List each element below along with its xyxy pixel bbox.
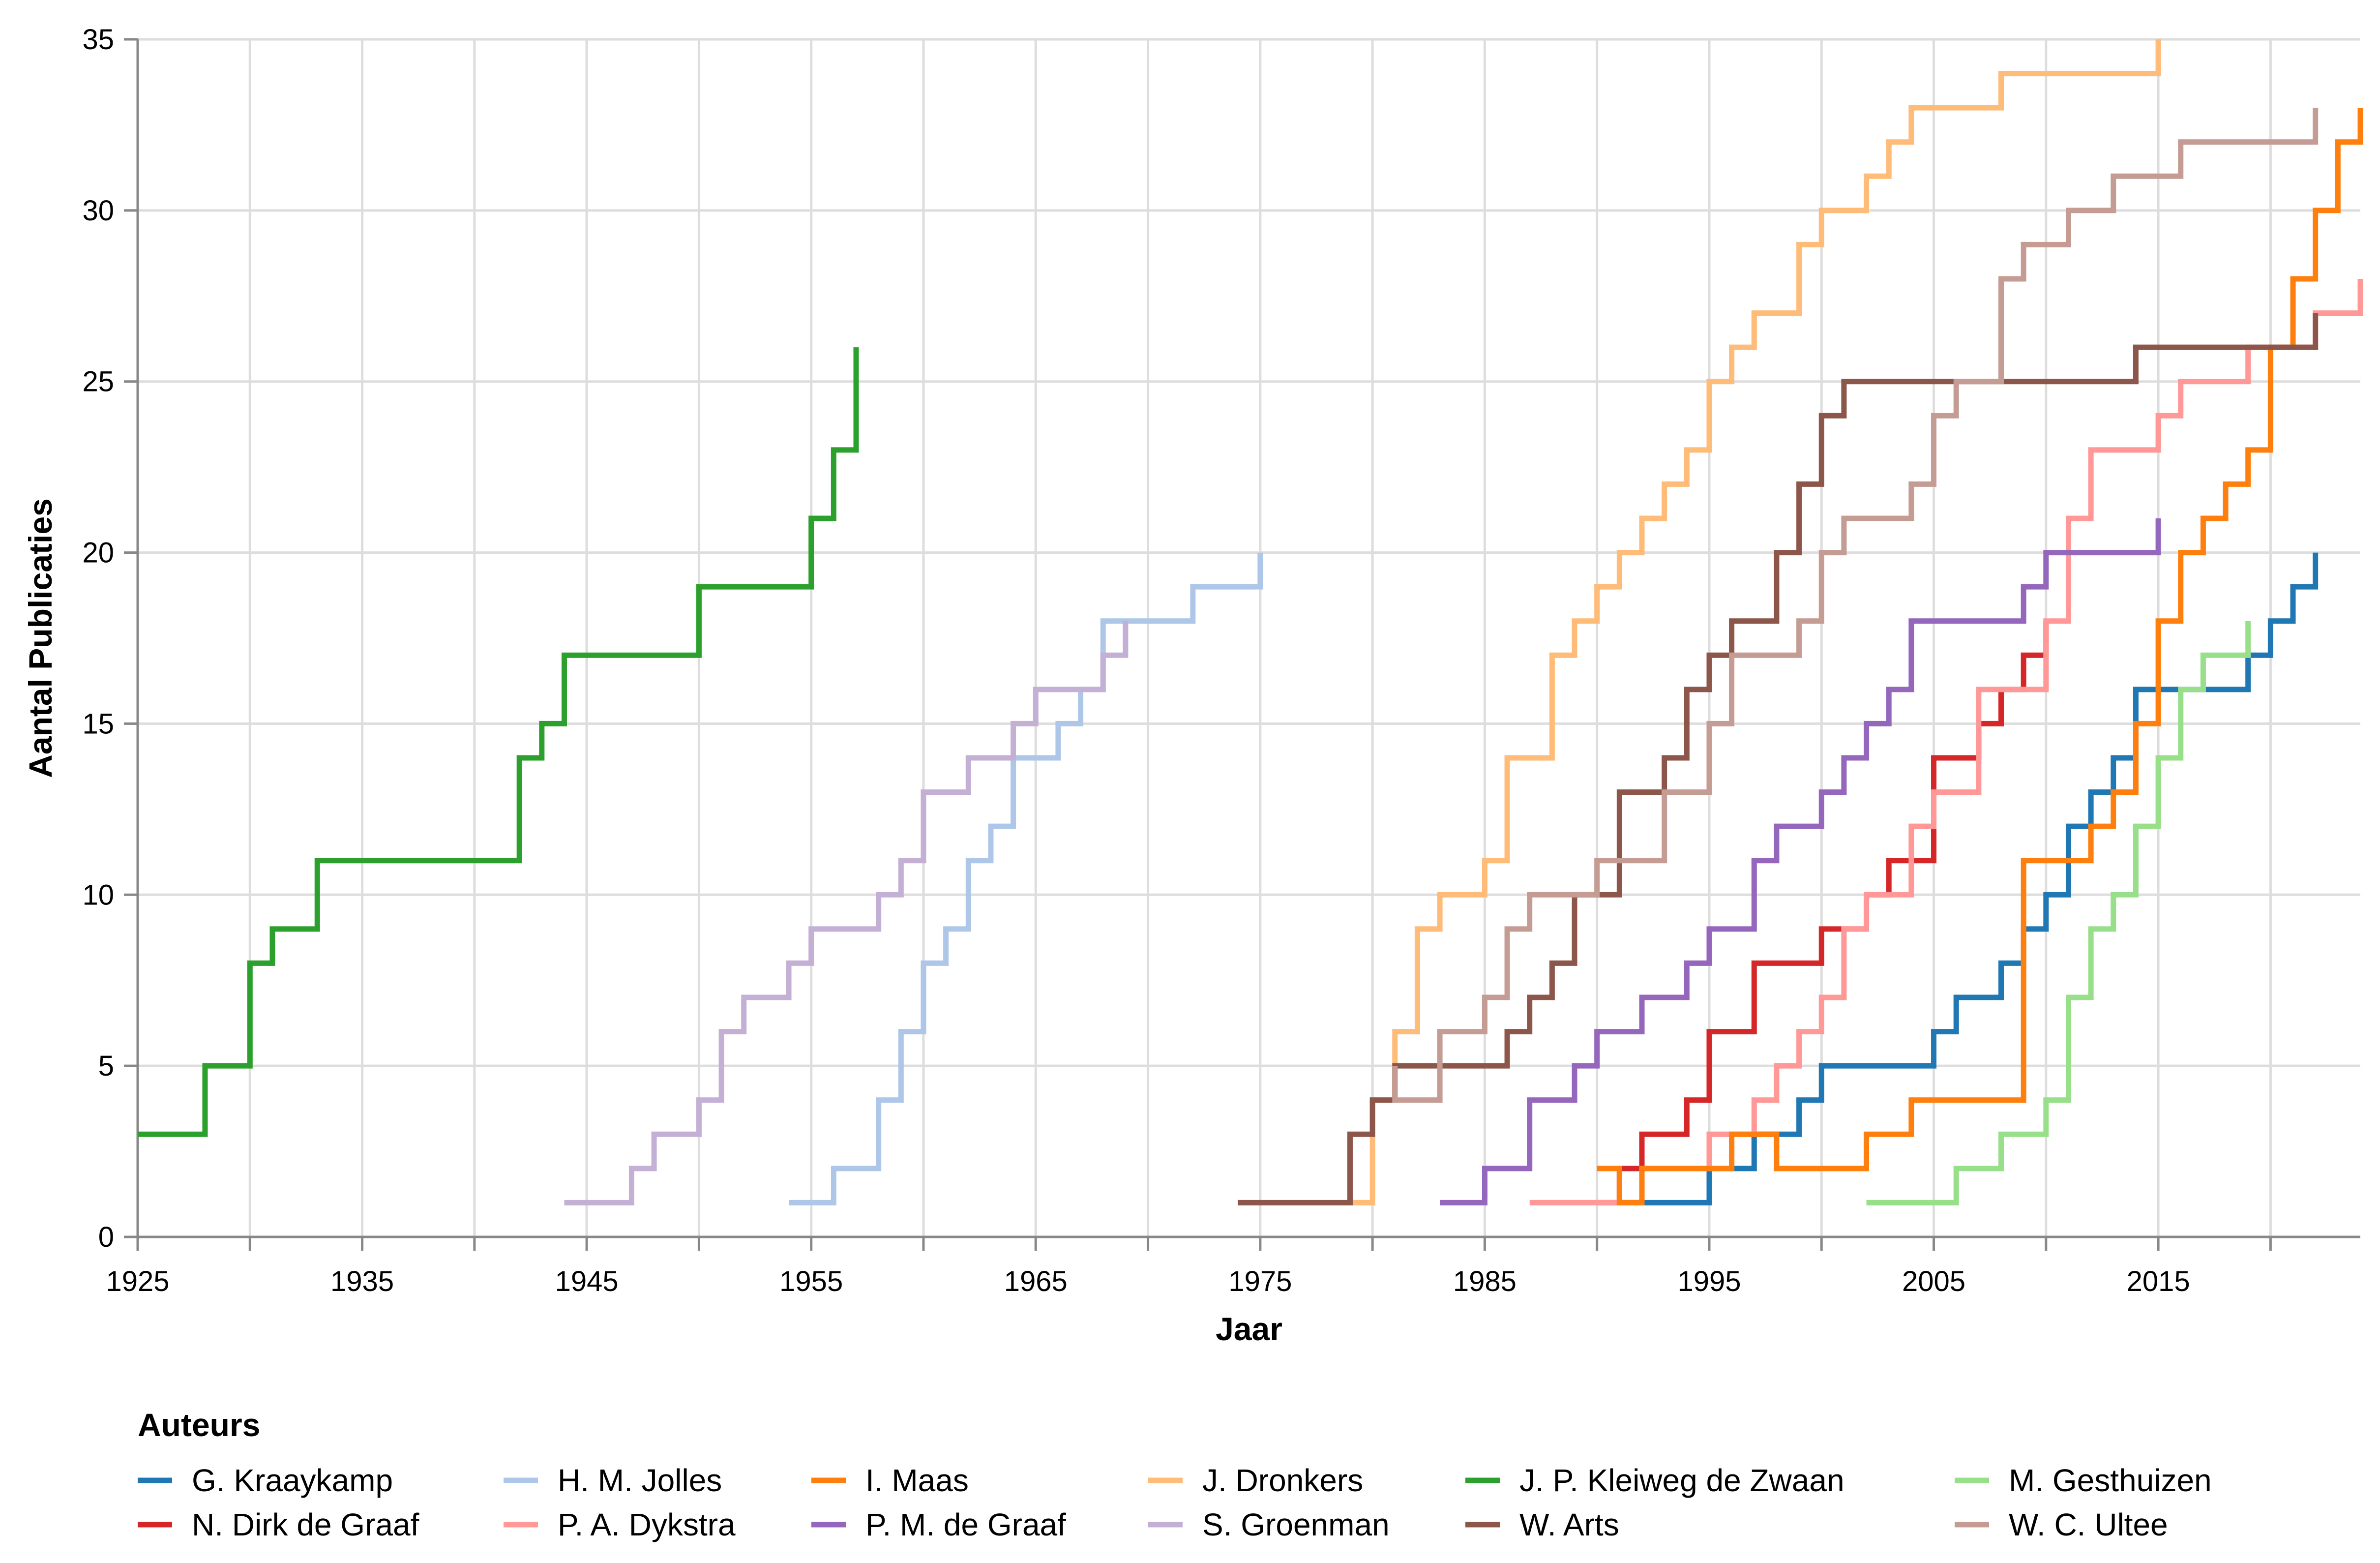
legend-label-3: P. A. Dykstra (558, 1507, 736, 1542)
x-tick-label-1975: 1975 (1228, 1265, 1292, 1297)
legend-label-7: S. Groenman (1202, 1507, 1390, 1542)
legend-label-9: W. Arts (1519, 1507, 1619, 1542)
series-line-10 (1866, 621, 2251, 1205)
legend-label-5: P. M. de Graaf (865, 1507, 1066, 1542)
y-tick-label-15: 15 (82, 708, 114, 740)
series-line-0 (1619, 552, 2319, 1205)
legend-label-6: J. Dronkers (1202, 1463, 1363, 1498)
x-axis-title: Jaar (1216, 1311, 1282, 1347)
series-lines (138, 39, 2363, 1205)
series-line-7 (564, 621, 1129, 1205)
series-line-8 (138, 347, 859, 1137)
series-line-5 (1440, 518, 2161, 1205)
legend-title: Auteurs (138, 1407, 260, 1443)
legend-label-4: I. Maas (865, 1463, 969, 1498)
x-tick-label-2005: 2005 (1902, 1265, 1965, 1297)
series-line-6 (1350, 39, 2161, 1205)
legend-label-2: H. M. Jolles (558, 1463, 722, 1498)
axes: 1925 1935 1945 1955 1965 1975 1985 1995 2005 2015… (82, 24, 2360, 1297)
y-axis-title: Aantal Publicaties (22, 498, 59, 778)
x-tick-label-1945: 1945 (555, 1265, 619, 1297)
x-tick-label-1965: 1965 (1004, 1265, 1068, 1297)
x-tick-label-1955: 1955 (779, 1265, 843, 1297)
grid (136, 38, 2360, 1238)
legend-label-10: M. Gesthuizen (2009, 1463, 2212, 1498)
legend-label-1: N. Dirk de Graaf (192, 1507, 419, 1542)
y-tick-label-25: 25 (82, 366, 114, 398)
y-tick-label-35: 35 (82, 24, 114, 56)
legend-label-8: J. P. Kleiweg de Zwaan (1519, 1463, 1844, 1498)
series-line-3 (1529, 279, 2363, 1205)
x-tick-label-1985: 1985 (1453, 1265, 1517, 1297)
y-tick-label-10: 10 (82, 879, 114, 911)
y-tick-label-5: 5 (98, 1050, 114, 1082)
series-line-2 (789, 552, 1263, 1205)
legend-label-11: W. C. Ultee (2009, 1507, 2168, 1542)
x-tick-label-1935: 1935 (330, 1265, 394, 1297)
x-tick-label-2015: 2015 (2127, 1265, 2190, 1297)
series-line-11 (1392, 108, 2319, 1103)
legend-label-0: G. Kraaykamp (192, 1463, 393, 1498)
y-tick-label-0: 0 (98, 1221, 114, 1253)
y-tick-label-20: 20 (82, 537, 114, 569)
x-tick-label-1925: 1925 (106, 1265, 169, 1297)
legend: Auteurs G. Kraaykamp N. Dirk de Graaf H. M… (138, 1407, 2212, 1542)
y-tick-label-30: 30 (82, 195, 114, 227)
series-line-9 (1238, 313, 2319, 1205)
x-tick-label-1995: 1995 (1677, 1265, 1741, 1297)
